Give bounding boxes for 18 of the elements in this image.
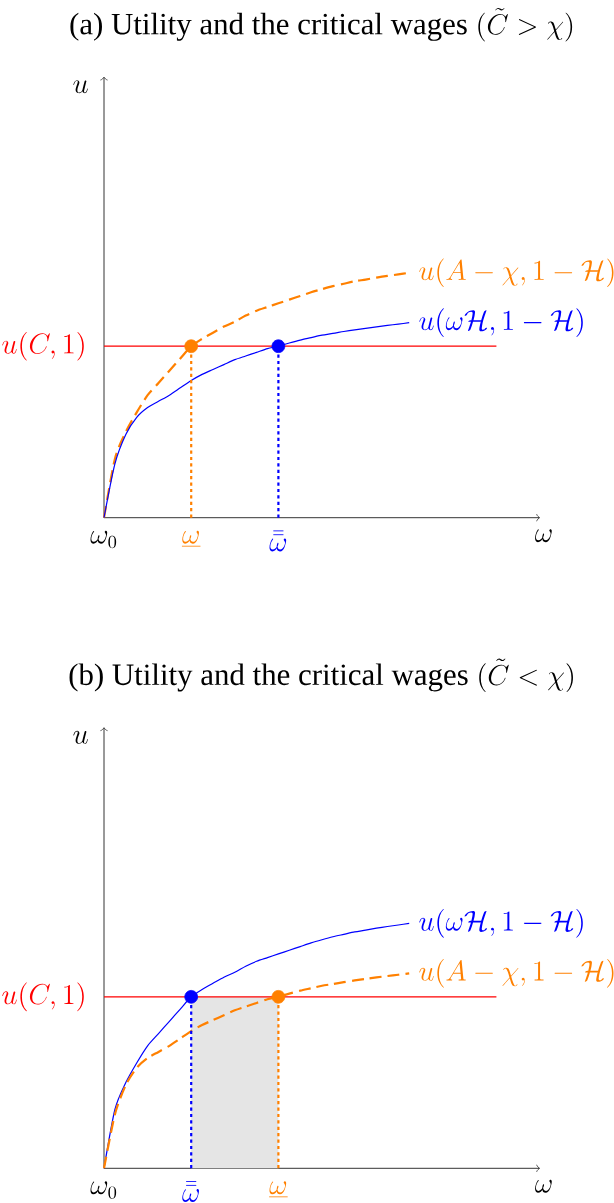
y-axis-title: $u$ [73, 730, 88, 744]
x-tick-label: $\bar{\bar{\omega}}$ [182, 1181, 199, 1203]
series-label: $u(C,1)$ [2, 982, 84, 1012]
x-axis-title: $\omega$ [535, 1179, 552, 1193]
chart-title: $\mbox{(a) Utility and the critical wages }(\tilde{C} > \chi)$ [70, 7, 573, 42]
series-label: $u(A-\chi,1-\mathcal{H})$ [419, 258, 614, 288]
y-axis-title: $u$ [73, 80, 88, 94]
series-label: $u(\omega\mathcal{H},1-\mathcal{H})$ [419, 308, 583, 338]
x-axis-title: $\omega$ [535, 529, 552, 543]
series-label: $u(C,1)$ [2, 331, 84, 361]
x-tick-label: $\underline{\omega}$ [269, 1181, 288, 1197]
x-tick-label: $\omega_0$ [90, 530, 117, 549]
x-tick-label: $\underline{\omega}$ [181, 530, 201, 547]
series-label: $u(\omega\mathcal{H},1-\mathcal{H})$ [419, 908, 583, 938]
x-tick-label: $\omega_0$ [90, 1181, 117, 1199]
x-tick-label: $\bar{\bar{\omega}}$ [269, 530, 287, 552]
chart-title: $\mbox{(b) Utility and the critical wages }(\tilde{C} < \chi)$ [69, 658, 573, 692]
series-label: $u(A-\chi,1-\mathcal{H})$ [419, 958, 614, 988]
